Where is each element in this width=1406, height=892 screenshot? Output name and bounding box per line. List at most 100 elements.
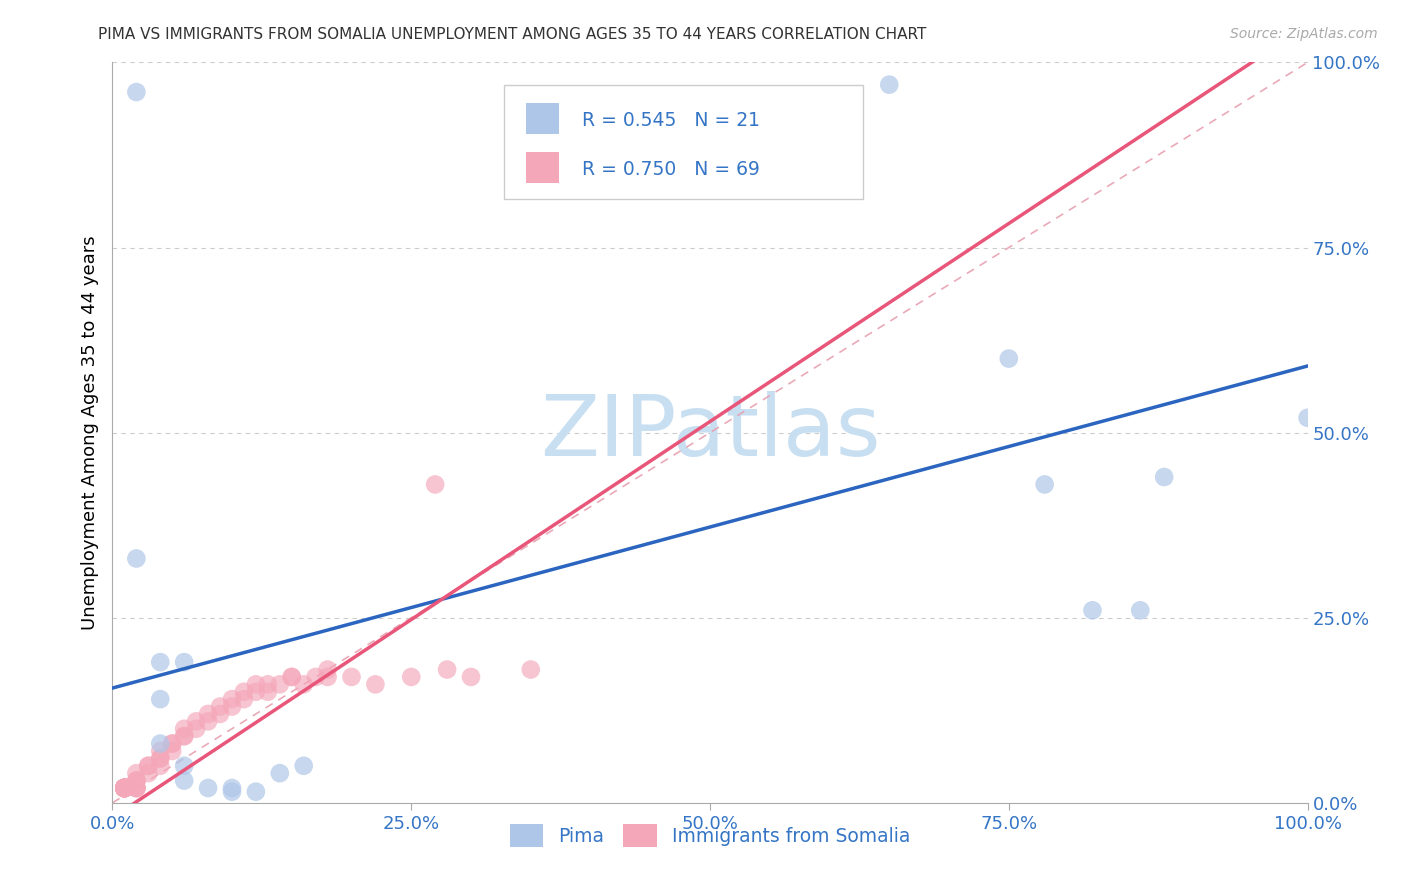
Point [114,780,135,795]
Point [114,780,135,795]
Point [221,699,243,714]
Point [292,677,315,691]
Point [269,766,291,780]
Point [114,780,135,795]
Point [173,729,195,743]
Point [173,773,195,788]
Point [173,758,195,772]
Bar [526,152,560,183]
Point [221,785,243,799]
Point [162,737,183,751]
Point [316,663,339,677]
Point [173,722,195,736]
Bar [526,103,560,135]
Point [186,722,208,736]
Point [401,670,423,684]
Point [114,780,135,795]
Point [879,78,901,92]
Point [305,670,328,684]
Point [114,780,135,795]
Text: Source: ZipAtlas.com: Source: ZipAtlas.com [1230,27,1378,41]
Point [114,780,135,795]
Point [1296,410,1319,425]
Point [125,85,148,99]
Point [245,785,267,799]
Point [460,670,482,684]
Point [114,780,135,795]
Point [138,758,160,772]
Point [114,780,135,795]
Point [114,780,135,795]
Point [292,758,315,772]
Point [114,780,135,795]
Point [281,670,304,684]
Point [125,551,148,566]
Point [114,780,135,795]
Point [162,737,183,751]
Point [221,692,243,706]
Point [436,663,458,677]
Point [125,780,148,795]
Point [125,780,148,795]
Point [245,685,267,699]
Point [173,729,195,743]
Point [209,706,232,721]
Point [1129,603,1152,617]
Point [125,766,148,780]
Point [1081,603,1104,617]
Point [114,780,135,795]
Point [149,737,172,751]
Point [173,655,195,669]
Point [114,780,135,795]
Point [1033,477,1056,491]
Point [149,758,172,772]
Point [520,663,543,677]
FancyBboxPatch shape [505,85,863,200]
Point [197,714,219,729]
Point [245,677,267,691]
Point [221,780,243,795]
Point [149,655,172,669]
Point [114,780,135,795]
Point [114,780,135,795]
Point [197,706,219,721]
Y-axis label: Unemployment Among Ages 35 to 44 years: Unemployment Among Ages 35 to 44 years [80,235,98,630]
Point [125,773,148,788]
Point [162,744,183,758]
Point [138,758,160,772]
Point [125,780,148,795]
Point [257,685,280,699]
Point [1153,470,1175,484]
Text: R = 0.545   N = 21: R = 0.545 N = 21 [582,111,761,129]
Point [138,766,160,780]
Legend: Pima, Immigrants from Somalia: Pima, Immigrants from Somalia [501,814,920,856]
Point [149,751,172,765]
Point [233,685,256,699]
Point [281,670,304,684]
Point [998,351,1021,366]
Point [257,677,280,691]
Point [149,751,172,765]
Point [149,692,172,706]
Point [197,780,219,795]
Point [114,780,135,795]
Text: ZIPatlas: ZIPatlas [540,391,880,475]
Text: R = 0.750   N = 69: R = 0.750 N = 69 [582,160,761,178]
Point [364,677,387,691]
Point [114,780,135,795]
Point [125,773,148,788]
Point [186,714,208,729]
Point [125,780,148,795]
Point [114,780,135,795]
Point [269,677,291,691]
Point [114,780,135,795]
Text: PIMA VS IMMIGRANTS FROM SOMALIA UNEMPLOYMENT AMONG AGES 35 TO 44 YEARS CORRELATI: PIMA VS IMMIGRANTS FROM SOMALIA UNEMPLOY… [98,27,927,42]
Point [114,780,135,795]
Point [316,670,339,684]
Point [125,773,148,788]
Point [340,670,363,684]
Point [209,699,232,714]
Point [425,477,447,491]
Point [149,744,172,758]
Point [233,692,256,706]
